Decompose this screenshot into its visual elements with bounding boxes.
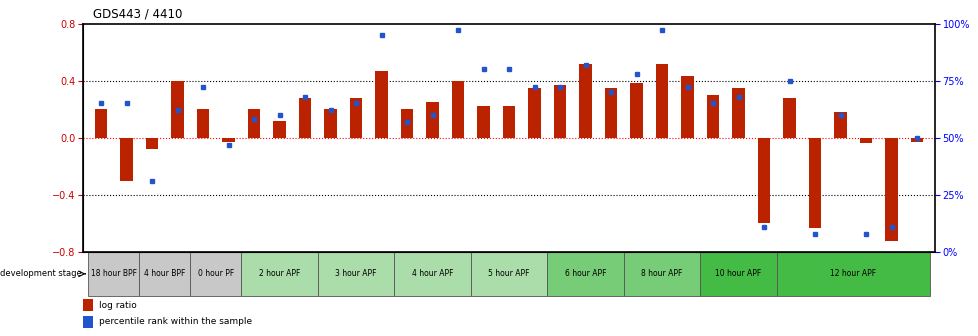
Bar	[451, 81, 464, 138]
Text: 3 hour APF: 3 hour APF	[335, 269, 377, 278]
Bar	[88, 252, 139, 296]
Bar	[95, 109, 108, 138]
Bar	[241, 252, 318, 296]
Bar	[83, 316, 93, 328]
Bar	[528, 88, 541, 138]
Bar	[884, 138, 897, 241]
Bar	[222, 138, 235, 142]
Bar	[298, 98, 311, 138]
Bar	[190, 252, 241, 296]
Text: log ratio: log ratio	[99, 301, 136, 309]
Bar	[394, 252, 470, 296]
Text: 12 hour APF: 12 hour APF	[829, 269, 875, 278]
Bar	[757, 138, 770, 223]
Bar	[579, 64, 592, 138]
Text: 18 hour BPF: 18 hour BPF	[91, 269, 137, 278]
Bar	[318, 252, 394, 296]
Bar	[470, 252, 547, 296]
Bar	[120, 138, 133, 181]
Bar	[171, 81, 184, 138]
Bar	[706, 95, 719, 138]
Bar	[502, 106, 515, 138]
Bar	[833, 112, 846, 138]
Bar	[83, 299, 93, 311]
Text: 2 hour APF: 2 hour APF	[258, 269, 300, 278]
Text: 8 hour APF: 8 hour APF	[641, 269, 682, 278]
Bar	[859, 138, 871, 143]
Bar	[247, 109, 260, 138]
Text: 10 hour APF: 10 hour APF	[715, 269, 761, 278]
Bar	[910, 138, 922, 142]
Text: 4 hour BPF: 4 hour BPF	[144, 269, 185, 278]
Text: 4 hour APF: 4 hour APF	[412, 269, 453, 278]
Text: percentile rank within the sample: percentile rank within the sample	[99, 318, 251, 326]
Bar	[623, 252, 699, 296]
Bar	[604, 88, 617, 138]
Bar	[476, 106, 489, 138]
Text: GDS443 / 4410: GDS443 / 4410	[93, 7, 182, 20]
Text: 0 hour PF: 0 hour PF	[198, 269, 234, 278]
Bar	[375, 71, 387, 138]
Bar	[400, 109, 413, 138]
Bar	[197, 109, 209, 138]
Bar	[655, 64, 668, 138]
Bar	[349, 98, 362, 138]
Bar	[808, 138, 821, 228]
Bar	[554, 85, 566, 138]
Text: 5 hour APF: 5 hour APF	[488, 269, 529, 278]
Text: 6 hour APF: 6 hour APF	[564, 269, 605, 278]
Bar	[630, 83, 643, 138]
Text: development stage: development stage	[0, 269, 82, 278]
Bar	[547, 252, 623, 296]
Bar	[425, 102, 438, 138]
Bar	[324, 109, 336, 138]
Bar	[146, 138, 158, 149]
Bar	[699, 252, 777, 296]
Bar	[139, 252, 190, 296]
Bar	[681, 76, 693, 138]
Bar	[273, 121, 286, 138]
Bar	[732, 88, 744, 138]
Bar	[777, 252, 929, 296]
Bar	[782, 98, 795, 138]
